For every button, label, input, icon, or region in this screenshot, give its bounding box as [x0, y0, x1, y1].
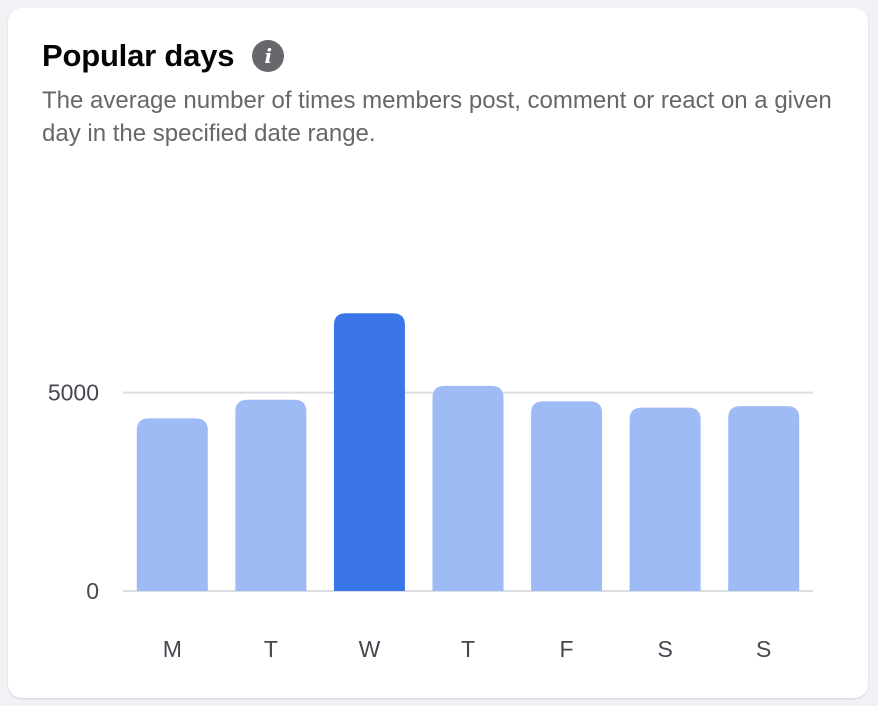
bar-3[interactable] — [432, 385, 504, 591]
x-category-label: T — [264, 636, 278, 662]
bars — [136, 313, 800, 591]
bar-2[interactable] — [333, 313, 405, 591]
popular-days-chart: 0 5000 M T W T F S S — [48, 313, 813, 662]
x-category-label: T — [461, 636, 475, 662]
y-axis-ticks: 0 5000 — [48, 380, 99, 604]
info-icon[interactable]: i — [252, 40, 285, 72]
x-category-label: M — [163, 636, 182, 662]
bar-6[interactable] — [728, 406, 800, 591]
y-tick-label: 0 — [86, 578, 99, 604]
card-header: Popular days i The average number of tim… — [42, 38, 838, 150]
popular-days-card: Popular days i The average number of tim… — [8, 8, 868, 698]
x-category-label: F — [560, 636, 574, 662]
card-subtitle: The average number of times members post… — [42, 87, 832, 147]
x-category-label: W — [359, 636, 381, 662]
bar-4[interactable] — [531, 401, 603, 591]
x-category-label: S — [657, 636, 672, 662]
x-category-label: S — [756, 636, 771, 662]
bar-1[interactable] — [235, 399, 307, 591]
bar-5[interactable] — [629, 407, 701, 591]
card-title: Popular days — [42, 38, 235, 73]
bar-0[interactable] — [136, 418, 208, 591]
y-tick-label: 5000 — [48, 380, 99, 406]
title-row: Popular days i — [42, 38, 838, 74]
